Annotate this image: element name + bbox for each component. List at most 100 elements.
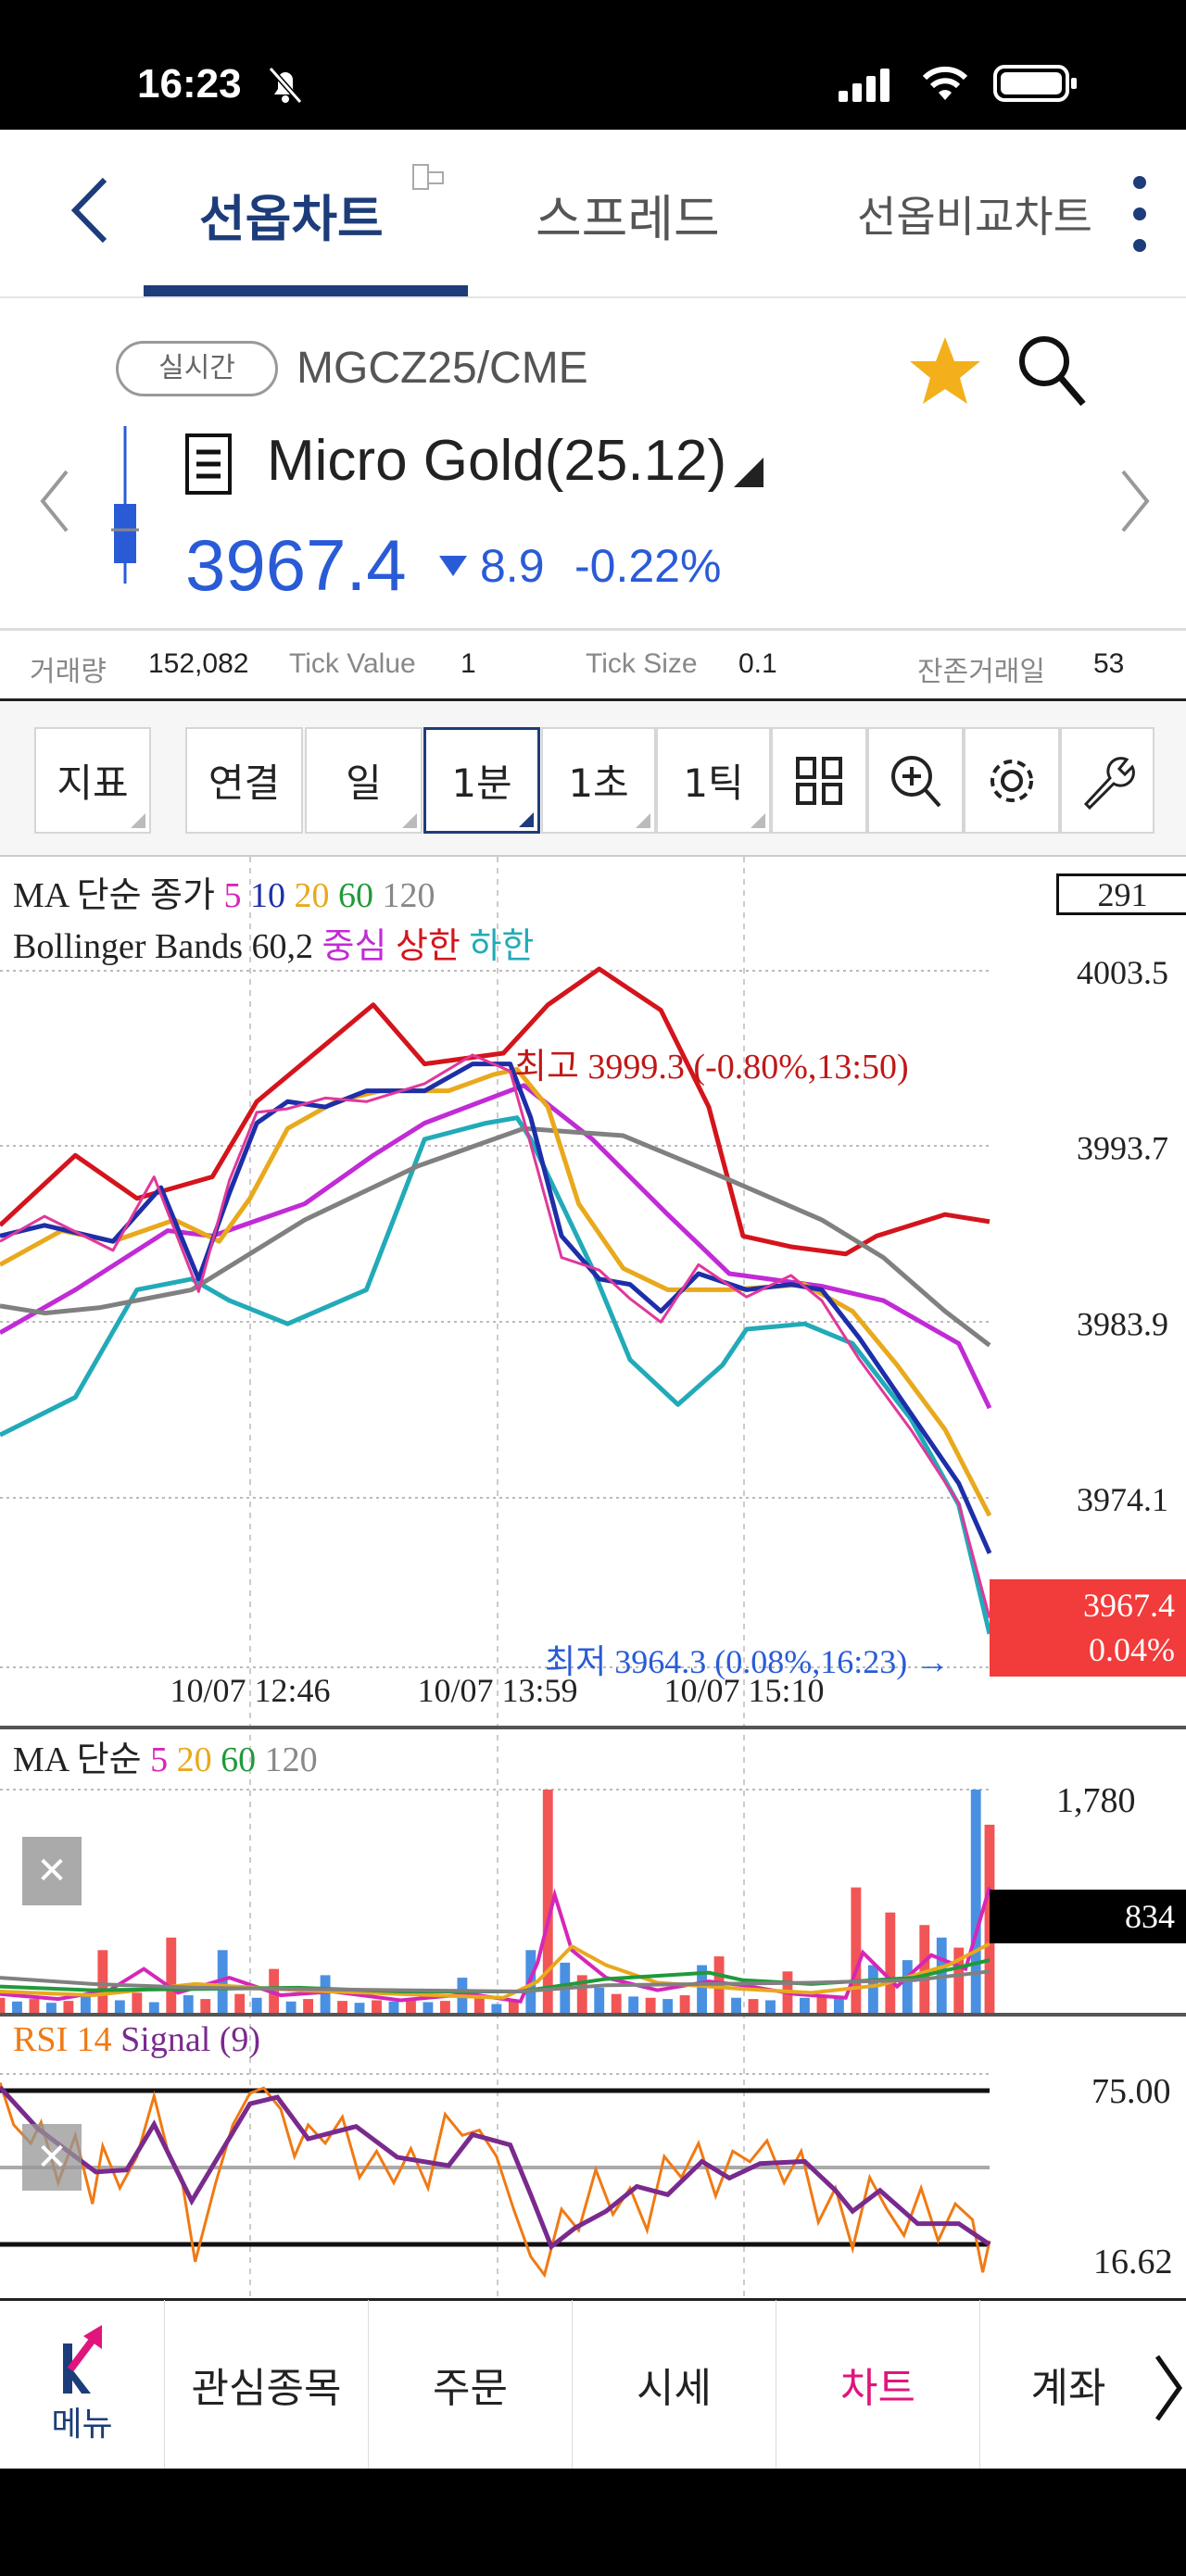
series-상한-line (0, 966, 990, 1257)
time-axis-label: 10/07 13:59 (417, 1672, 577, 1709)
wifi-icon (922, 66, 968, 100)
current-price: 3967.4 (185, 524, 407, 606)
volume-bar (748, 1999, 759, 2013)
top-nav: 선옵차트 스프레드 선옵비교차트 (0, 130, 1186, 298)
price-axis-tick: 3993.7 (1077, 1130, 1168, 1167)
bottom-tab-chart[interactable]: 차트 (776, 2300, 980, 2469)
volume-bar (166, 1937, 177, 2013)
scroll-right-icon[interactable] (1154, 2353, 1183, 2423)
min1-label: 1분 (451, 760, 512, 806)
zoom-button[interactable] (867, 727, 964, 834)
volume-ma-120-line (0, 1969, 990, 1993)
volume-bar (114, 2000, 125, 2013)
vma120-legend: 120 (264, 1740, 318, 1779)
bottom-tab-order[interactable]: 주문 (369, 2300, 573, 2469)
ma5-legend: 5 (223, 876, 242, 915)
price-axis-tick: 3983.9 (1077, 1305, 1168, 1342)
menu-button[interactable]: 메뉴 (0, 2300, 165, 2469)
volume-bar (303, 1999, 314, 2013)
volume-bar (542, 1790, 553, 2013)
tick1-label: 1틱 (683, 760, 744, 806)
indicator-button[interactable]: 지표 (34, 727, 151, 834)
volume-bar (423, 2002, 434, 2013)
back-chevron-icon[interactable] (69, 176, 110, 245)
time-axis-label: 10/07 15:10 (663, 1672, 824, 1709)
volume-bar (833, 1996, 844, 2013)
series-10-line (0, 1062, 992, 1554)
volume-bar (388, 2001, 399, 2013)
realtime-badge[interactable]: 실시간 (116, 341, 278, 396)
series-120-line (0, 1125, 991, 1348)
sec1-label: 1초 (568, 760, 629, 806)
close-volume-pane-button[interactable]: ✕ (22, 1837, 82, 1905)
volume-bar (984, 1824, 995, 2013)
volume-bar (953, 1947, 965, 2013)
volume-bar (80, 1996, 91, 2013)
volume-bar (320, 1975, 331, 2013)
chart-area[interactable]: 4003.5 3993.7 3983.9 3974.1 10/07 12:46 10/07… (0, 857, 1186, 2300)
low-annotation: 최저 3964.3 (0.08%,16:23) → (545, 1643, 950, 1680)
volume-bar (372, 2000, 382, 2013)
layout-grid-button[interactable] (771, 727, 867, 834)
days-left-label: 잔존거래일 (917, 657, 1045, 687)
gear-icon (990, 759, 1033, 802)
link-button[interactable]: 연결 (185, 727, 303, 834)
period-1tick-button[interactable]: 1틱 (656, 727, 771, 834)
wrench-icon (1083, 756, 1135, 810)
bb-legend-label: Bollinger Bands 60,2 (13, 927, 314, 966)
close-rsi-pane-button[interactable]: ✕ (22, 2124, 82, 2191)
volume-bar (46, 2003, 57, 2013)
volume-bar (919, 1925, 930, 2013)
rsi-legend-label: RSI 14 (13, 2020, 112, 2059)
volume-bar (285, 2001, 296, 2013)
volume-bar (662, 1999, 674, 2013)
bottom-tab-quote[interactable]: 시세 (573, 2300, 776, 2469)
bottom-tab-watchlist[interactable]: 관심종목 (165, 2300, 369, 2469)
next-symbol-icon[interactable] (1119, 468, 1153, 534)
symbol-code: MGCZ25/CME (296, 344, 588, 393)
document-icon[interactable] (183, 432, 235, 498)
volume-bar (29, 1999, 40, 2013)
last-pct: 0.04% (1089, 1631, 1175, 1668)
last-price-box: 3967.4 0.04% (990, 1579, 1186, 1677)
period-day-button[interactable]: 일 (305, 727, 423, 834)
volume-bar (800, 1997, 810, 2013)
rotate-screen-icon[interactable] (410, 159, 447, 196)
high-annotation: 최고 3999.3 (-0.80%,13:50) (514, 1048, 909, 1087)
volume-ma-5-line (0, 1887, 991, 2004)
volume-bar (183, 1995, 194, 2013)
volume-bar (337, 2001, 347, 2013)
divider (0, 698, 1186, 701)
volume-bar (491, 2004, 502, 2013)
volume-bar (576, 1975, 587, 2013)
ma20-legend: 20 (294, 876, 330, 915)
favorite-star-icon[interactable] (908, 335, 982, 406)
bb-upper-legend: 상한 (395, 927, 461, 966)
price-axis-tick: 3974.1 (1077, 1481, 1168, 1518)
bottom-tab-account[interactable]: 계좌 (1030, 2365, 1106, 2412)
indicator-label: 지표 (57, 760, 129, 806)
volume-bar (97, 1950, 108, 2013)
tools-button[interactable] (1060, 727, 1154, 834)
tab-futures-chart[interactable]: 선옵차트 (199, 190, 384, 248)
instrument-title[interactable]: Micro Gold(25.12) (267, 429, 727, 493)
tab-spread[interactable]: 스프레드 (536, 190, 720, 248)
prev-symbol-icon[interactable] (37, 468, 70, 534)
series-5-line (0, 1053, 991, 1618)
more-menu-icon[interactable] (1129, 171, 1151, 264)
k-logo-icon (62, 2325, 102, 2394)
settings-button[interactable] (964, 727, 1060, 834)
tick-value-label: Tick Value (289, 648, 416, 679)
volume-bar (354, 2003, 365, 2013)
volume-bar (251, 1997, 262, 2013)
tab-compare-chart[interactable]: 선옵비교차트 (857, 192, 1092, 242)
signal-legend-label: Signal (9) (120, 2020, 261, 2059)
period-1sec-button[interactable]: 1초 (541, 727, 656, 834)
volume-bar (0, 1997, 6, 2013)
search-icon[interactable] (1015, 332, 1089, 409)
rsi-lower-label: 16.62 (1093, 2243, 1173, 2281)
bb-mid-legend: 중심 (322, 927, 387, 966)
period-1min-button[interactable]: 1분 (423, 727, 540, 834)
dropdown-triangle-icon[interactable] (732, 456, 765, 489)
volume-bar (234, 1993, 246, 2013)
